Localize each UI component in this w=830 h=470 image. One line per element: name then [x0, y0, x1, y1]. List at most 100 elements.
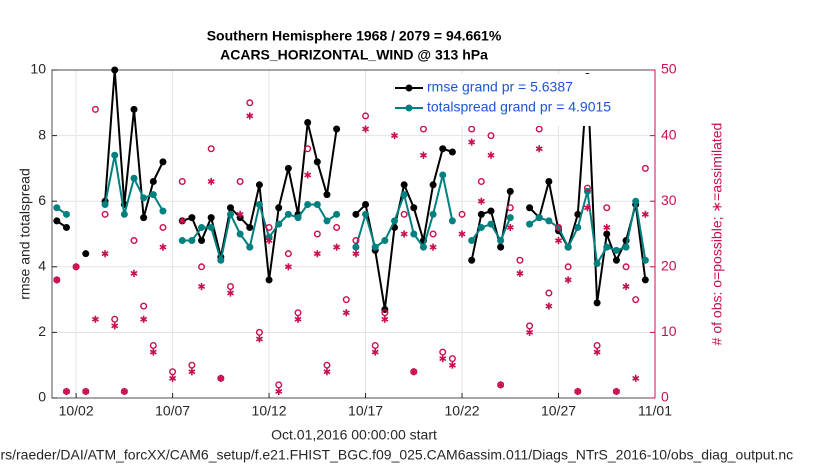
point — [487, 132, 495, 140]
point — [545, 289, 553, 297]
point — [516, 269, 524, 277]
point — [198, 282, 206, 291]
point — [362, 200, 370, 208]
point — [246, 223, 254, 231]
point — [130, 237, 138, 245]
y2-tick-label: 10 — [661, 323, 677, 339]
legend-marker — [405, 84, 413, 92]
point — [603, 223, 611, 232]
point — [91, 105, 99, 113]
point — [362, 210, 370, 218]
point — [545, 302, 553, 310]
point — [101, 210, 109, 218]
point — [333, 125, 341, 133]
point — [111, 151, 119, 159]
point — [362, 112, 370, 120]
point — [226, 204, 234, 212]
point — [419, 151, 427, 159]
y-tick-label: 4 — [38, 258, 46, 274]
point — [217, 374, 225, 382]
point — [323, 217, 331, 225]
point — [111, 322, 119, 330]
point — [246, 243, 254, 251]
point — [458, 230, 466, 238]
point — [53, 217, 61, 225]
point — [564, 263, 572, 271]
point — [130, 269, 138, 277]
y-tick-label: 6 — [38, 192, 46, 208]
point — [265, 236, 273, 245]
point — [526, 328, 534, 336]
point — [477, 210, 485, 218]
point — [410, 204, 418, 212]
point — [391, 217, 399, 225]
point — [429, 210, 437, 218]
point — [516, 256, 524, 264]
point — [178, 178, 186, 186]
point — [506, 214, 514, 222]
chart-subtitle: ACARS_HORIZONTAL_WIND @ 313 hPa — [220, 47, 488, 63]
point — [477, 223, 485, 231]
point — [323, 361, 331, 369]
point — [506, 187, 514, 195]
point — [612, 387, 620, 396]
point — [265, 276, 273, 284]
point — [207, 177, 215, 186]
point — [487, 220, 495, 228]
point — [574, 223, 582, 231]
point — [198, 263, 206, 271]
point — [294, 309, 302, 317]
point — [381, 237, 389, 245]
y-tick-label: 10 — [30, 61, 46, 77]
point — [62, 210, 70, 218]
point — [265, 223, 273, 231]
point — [468, 138, 476, 146]
point — [226, 210, 234, 218]
point — [506, 223, 514, 232]
point — [545, 178, 553, 186]
point — [448, 361, 456, 369]
legend-box — [389, 74, 651, 126]
x-tick-label: 10/17 — [348, 403, 383, 419]
point — [352, 237, 360, 245]
point — [313, 230, 321, 238]
point — [207, 223, 215, 231]
point — [304, 200, 312, 208]
point — [333, 223, 341, 231]
point — [284, 263, 292, 271]
point — [641, 276, 649, 284]
point — [419, 243, 427, 251]
point — [526, 204, 534, 212]
point — [207, 214, 215, 222]
point — [342, 309, 350, 317]
point — [468, 125, 476, 133]
point — [91, 315, 99, 323]
point — [583, 184, 591, 192]
legend-marker — [405, 104, 413, 112]
point — [207, 145, 215, 153]
point — [429, 243, 437, 251]
point — [304, 145, 312, 153]
point — [111, 315, 119, 323]
point — [641, 256, 649, 264]
y-axis-label: rmse and totalspread — [17, 168, 33, 300]
point — [487, 151, 495, 159]
point — [583, 204, 591, 212]
point — [313, 158, 321, 166]
point — [362, 125, 370, 133]
point — [400, 191, 408, 199]
point — [188, 237, 196, 245]
point — [603, 230, 611, 238]
point — [535, 125, 543, 133]
point — [497, 237, 505, 245]
x-axis-label: Oct.01,2016 00:00:00 start — [271, 427, 437, 443]
point — [612, 246, 620, 254]
legend-label: totalspread grand pr = 4.9015 — [427, 99, 611, 115]
point — [458, 210, 466, 218]
point — [101, 200, 109, 208]
point — [130, 105, 138, 113]
point — [198, 223, 206, 231]
point — [371, 348, 379, 356]
point — [535, 214, 543, 222]
point — [62, 223, 70, 231]
